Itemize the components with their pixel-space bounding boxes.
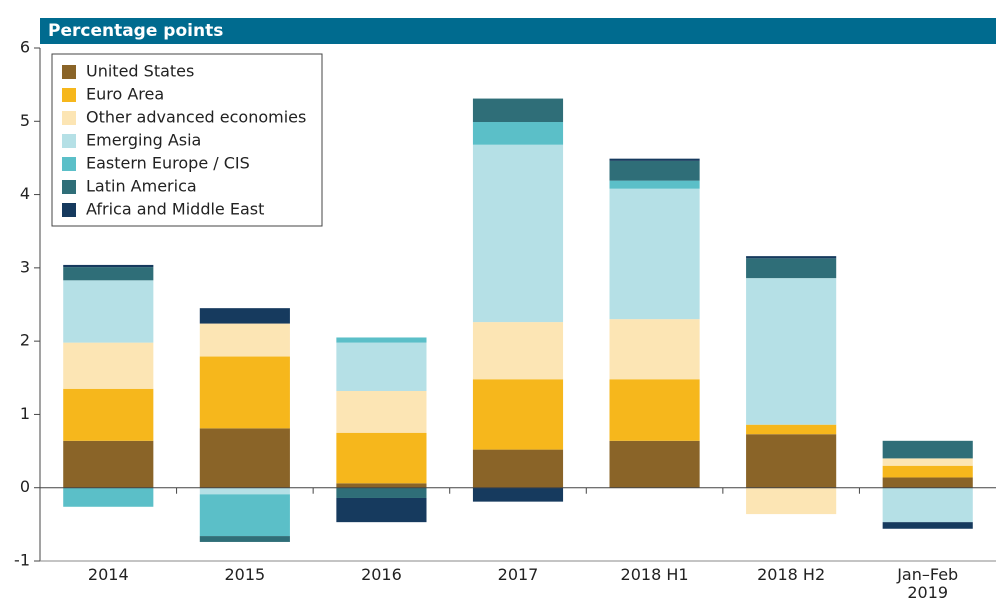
bar-segment: [336, 483, 427, 488]
bar-segment: [746, 278, 837, 425]
bar-segment: [882, 522, 973, 529]
bar-segment: [199, 308, 290, 324]
bar-segment: [609, 188, 700, 320]
bar-segment: [472, 379, 564, 450]
legend-label: Africa and Middle East: [86, 200, 264, 219]
y-tick-label: 6: [20, 38, 30, 57]
bar-segment: [336, 432, 427, 484]
bar-segment: [63, 440, 154, 488]
y-tick-label: -1: [14, 551, 30, 570]
y-tick-label: 1: [20, 404, 30, 423]
bar-segment: [882, 465, 973, 478]
bar-segment: [472, 122, 564, 145]
bar-segment: [746, 258, 837, 279]
bar-segment: [63, 267, 154, 281]
x-tick-label: Jan–Feb 2019: [897, 565, 959, 602]
bar-segment: [746, 487, 837, 515]
y-tick-label: 4: [20, 184, 30, 203]
bar-segment: [609, 319, 700, 380]
bar-segment: [472, 144, 564, 323]
bar-segment: [63, 264, 154, 268]
bar-segment: [199, 494, 290, 537]
bar-segment: [199, 356, 290, 429]
x-tick-label: 2015: [224, 565, 266, 584]
bar-segment: [199, 487, 290, 495]
legend-swatch: [62, 111, 76, 125]
bar-segment: [609, 158, 700, 161]
bar-segment: [336, 390, 427, 433]
bar-segment: [609, 180, 700, 189]
bar-segment: [472, 487, 564, 502]
legend-label: Latin America: [86, 177, 197, 196]
bar-segment: [882, 440, 973, 459]
legend-label: Emerging Asia: [86, 131, 201, 150]
bar-segment: [609, 160, 700, 181]
axis-header: Percentage points: [40, 18, 996, 44]
bar-segment: [882, 477, 973, 488]
legend-swatch: [62, 203, 76, 217]
bar-segment: [746, 256, 837, 259]
bar-segment: [472, 449, 564, 488]
y-tick-label: 5: [20, 111, 30, 130]
x-tick-label: 2016: [361, 565, 402, 584]
bar-segment: [63, 342, 154, 389]
bar-segment: [472, 322, 564, 380]
bar-segment: [336, 342, 427, 391]
legend-box: [51, 53, 323, 227]
bar-segment: [746, 434, 837, 488]
legend-swatch: [62, 157, 76, 171]
bar-segment: [882, 458, 973, 466]
legend-label: Euro Area: [86, 85, 164, 104]
bar-segment: [336, 487, 427, 498]
bar-segment: [199, 428, 290, 488]
bar-segment: [63, 280, 154, 343]
x-tick-label: 2018 H1: [620, 565, 689, 584]
x-tick-label: 2018 H2: [757, 565, 826, 584]
x-tick-label: 2017: [497, 565, 539, 584]
bar-segment: [336, 497, 427, 523]
bar-segment: [609, 440, 700, 488]
legend-swatch: [62, 180, 76, 194]
legend-label: United States: [86, 62, 194, 81]
bar-segment: [199, 536, 290, 542]
bar-segment: [882, 487, 973, 523]
bar-segment: [63, 487, 154, 507]
bar-segment: [609, 379, 700, 441]
bar-segment: [63, 388, 154, 441]
bar-segment: [336, 337, 427, 343]
legend-swatch: [62, 65, 76, 79]
y-tick-label: 3: [20, 257, 30, 276]
bar-segment: [199, 323, 290, 357]
y-tick-label: 2: [20, 331, 30, 350]
legend-label: Eastern Europe / CIS: [86, 154, 250, 173]
legend-swatch: [62, 134, 76, 148]
y-tick-label: 0: [20, 477, 30, 496]
bar-segment: [472, 98, 564, 123]
bar-segment: [746, 424, 837, 435]
x-tick-label: 2014: [87, 565, 129, 584]
legend-swatch: [62, 88, 76, 102]
legend-label: Other advanced economies: [86, 108, 306, 127]
